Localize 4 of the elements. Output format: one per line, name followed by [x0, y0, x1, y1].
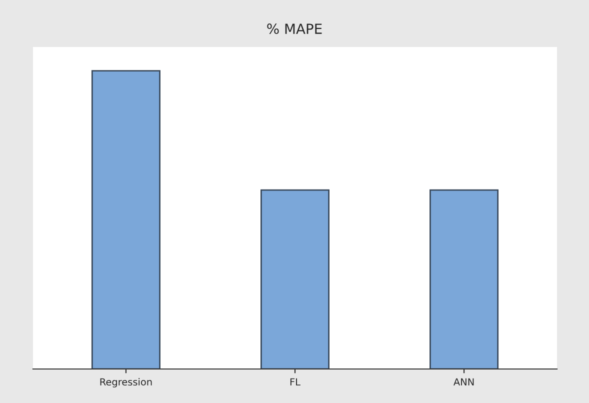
x-tick-label: ANN — [454, 378, 474, 386]
x-tick-label: Regression — [100, 378, 152, 388]
chart-title: % MAPE — [267, 24, 322, 34]
x-tick-label: FL — [290, 378, 300, 386]
